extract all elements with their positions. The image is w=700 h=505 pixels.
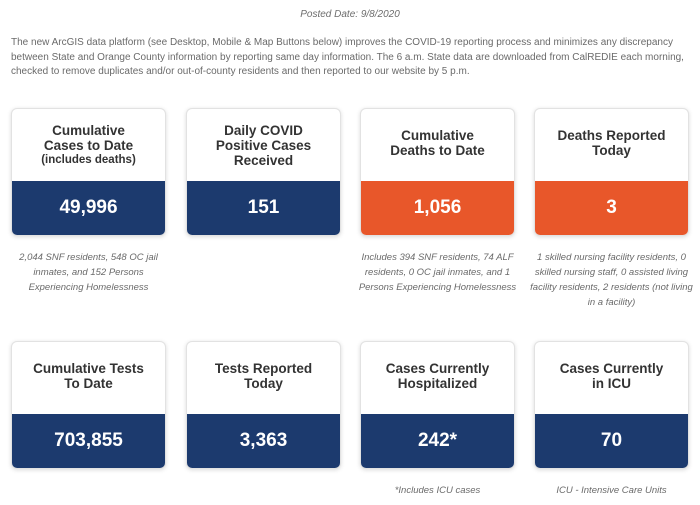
card-value: 242* — [361, 414, 514, 468]
card-value: 70 — [535, 414, 688, 468]
card-value: 49,996 — [12, 181, 165, 235]
note-cumulative-deaths: Includes 394 SNF residents, 74 ALF resid… — [358, 252, 517, 293]
card-title: Cases Currently in ICU — [535, 342, 688, 414]
card-subtitle: (includes deaths) — [41, 153, 136, 166]
card-title: Daily COVID Positive Cases Received — [187, 109, 340, 181]
card-tests-today: Tests Reported Today 3,363 — [186, 341, 341, 469]
card-title-text: Cases Currently in ICU — [559, 361, 664, 391]
card-title-text: Cumulative Cases to Date — [43, 122, 134, 153]
card-value: 151 — [187, 181, 340, 235]
card-value: 3,363 — [187, 414, 340, 468]
card-daily-positive-cases: Daily COVID Positive Cases Received 151 — [186, 108, 341, 236]
card-title: Cumulative Deaths to Date — [361, 109, 514, 181]
note-hospitalized: *Includes ICU cases — [394, 485, 481, 496]
card-title: Deaths Reported Today — [535, 109, 688, 181]
card-title-text: Cumulative Tests To Date — [33, 361, 144, 391]
card-title: Cumulative Cases to Date (includes death… — [12, 109, 165, 181]
card-title: Cases Currently Hospitalized — [361, 342, 514, 414]
card-title-text: Deaths Reported Today — [557, 128, 666, 158]
card-value: 3 — [535, 181, 688, 235]
card-title: Cumulative Tests To Date — [12, 342, 165, 414]
card-deaths-today: Deaths Reported Today 3 — [534, 108, 689, 236]
note-deaths-today: 1 skilled nursing facility residents, 0 … — [530, 252, 693, 308]
note-cumulative-cases: 2,044 SNF residents, 548 OC jail inmates… — [19, 252, 158, 293]
intro-paragraph: The new ArcGIS data platform (see Deskto… — [11, 37, 684, 77]
card-title-text: Tests Reported Today — [214, 361, 313, 391]
card-cumulative-tests: Cumulative Tests To Date 703,855 — [11, 341, 166, 469]
card-title-text: Cumulative Deaths to Date — [390, 128, 485, 158]
card-hospitalized: Cases Currently Hospitalized 242* — [360, 341, 515, 469]
note-icu: ICU - Intensive Care Units — [556, 485, 667, 496]
card-cumulative-deaths: Cumulative Deaths to Date 1,056 — [360, 108, 515, 236]
posted-date: Posted Date: 9/8/2020 — [300, 9, 400, 20]
card-title-text: Cases Currently Hospitalized — [385, 361, 490, 391]
card-title: Tests Reported Today — [187, 342, 340, 414]
card-value: 703,855 — [12, 414, 165, 468]
card-icu: Cases Currently in ICU 70 — [534, 341, 689, 469]
card-value: 1,056 — [361, 181, 514, 235]
card-title-text: Daily COVID Positive Cases Received — [215, 122, 312, 168]
card-cumulative-cases: Cumulative Cases to Date (includes death… — [11, 108, 166, 236]
